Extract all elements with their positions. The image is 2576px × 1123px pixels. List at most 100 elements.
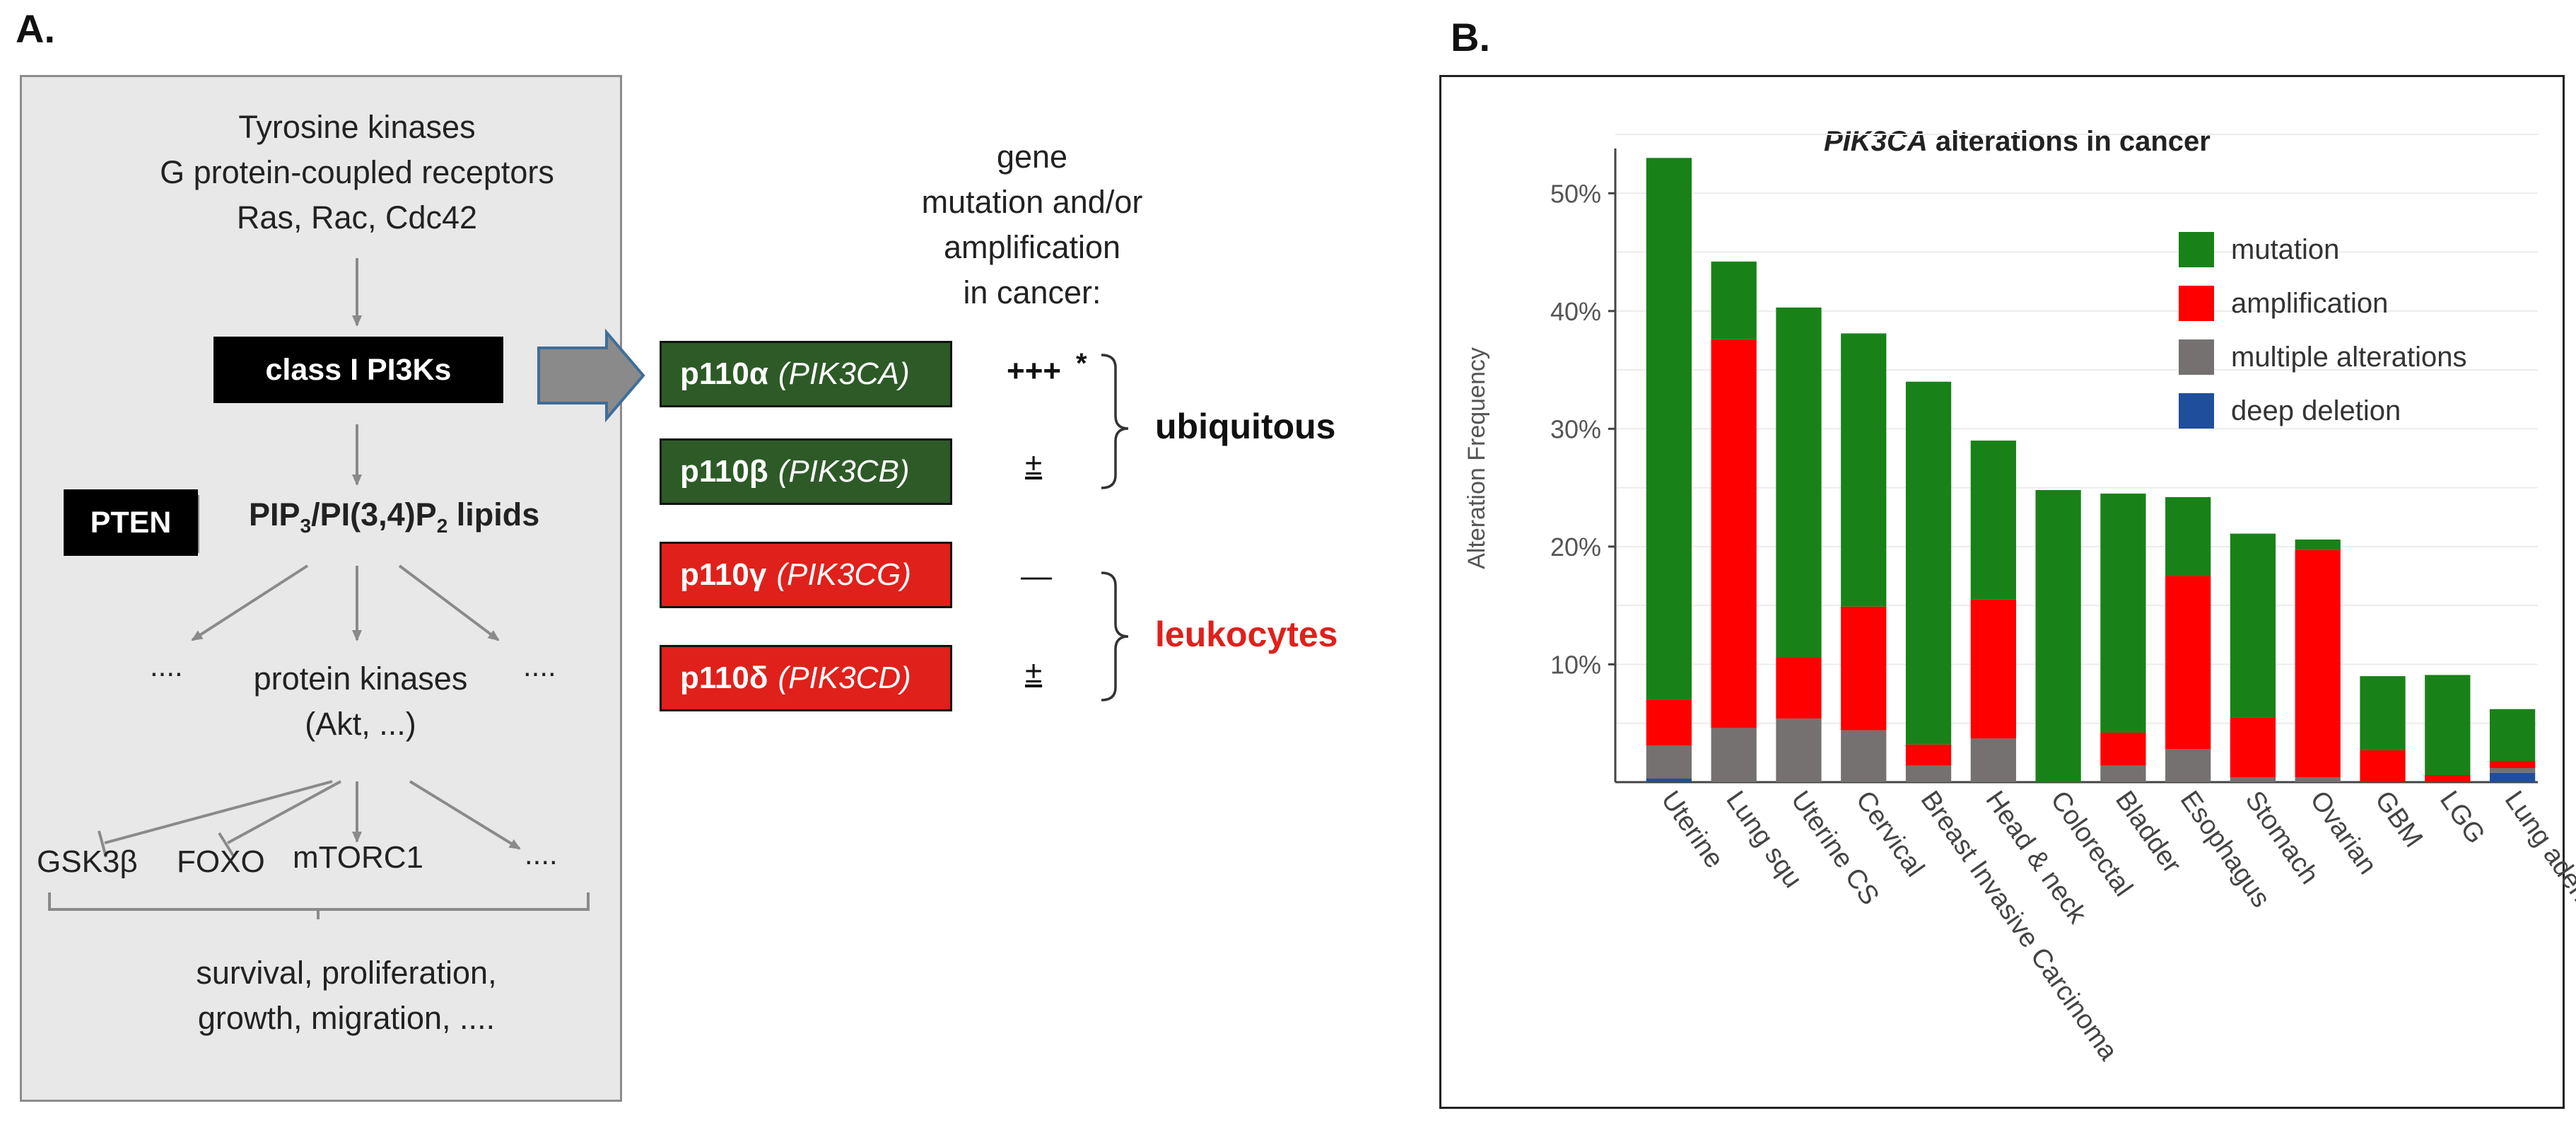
isoform-name: p110γ (680, 557, 767, 592)
outcome-line: growth, migration, .... (197, 1000, 496, 1036)
isoform-gene: (PIK3CG) (776, 557, 912, 592)
pathway-box (20, 75, 622, 1102)
header-line: gene (996, 139, 1068, 175)
bar-amplification (1841, 606, 1887, 731)
y-axis-label: Alteration Frequency (1463, 347, 1490, 569)
lipid-suffix: lipids (447, 496, 540, 533)
level-delta: ± (1025, 655, 1043, 689)
chart-title-rest: alterations in cancer (1927, 126, 2211, 157)
panel-a-label: A. (16, 6, 55, 51)
legend-label: mutation (2231, 234, 2339, 265)
bar-mutation (2100, 493, 2146, 733)
bar-amplification (1776, 657, 1822, 719)
bar-mutation (1841, 333, 1887, 607)
isoform-name: p110β (680, 454, 768, 489)
upstream-inputs: Tyrosine kinases G protein-coupled recep… (71, 105, 643, 240)
y-tick-label: 50% (1550, 179, 1601, 208)
legend-label: deep deletion (2231, 395, 2401, 426)
bar-amplification (1970, 599, 2016, 739)
arrow-more (409, 780, 521, 850)
bar-multiple-alterations (1905, 765, 1952, 782)
x-tick-label: GBM (2369, 786, 2428, 853)
bar-mutation (1646, 158, 1692, 700)
lipid-pip-sub: 3 (300, 515, 312, 537)
kinases-line: protein kinases (253, 661, 468, 697)
y-tick-label: 10% (1550, 650, 1601, 679)
bar-mutation (1776, 307, 1822, 658)
x-tick-label: LGG (2434, 786, 2490, 849)
legend-swatch (2179, 286, 2214, 321)
big-arrow-icon (537, 328, 645, 423)
input-line: Tyrosine kinases (238, 109, 476, 145)
isoform-p110-alpha: p110α (PIK3CA) (660, 341, 952, 407)
bar-amplification (2230, 717, 2276, 778)
arrow-lipids-right (398, 564, 500, 641)
y-tick-label: 20% (1550, 533, 1601, 562)
legend-label: multiple alterations (2231, 342, 2467, 373)
legend-swatch (2179, 393, 2214, 429)
target-more: .... (525, 837, 558, 871)
isoform-p110-delta: p110δ (PIK3CD) (660, 645, 952, 711)
bar-amplification (2360, 750, 2406, 782)
brace-ubiquitous (1101, 354, 1129, 489)
brace-leukocytes (1101, 571, 1129, 702)
legend-swatch (2179, 339, 2214, 375)
inhibit-gsk3b (104, 780, 333, 844)
level-alpha: +++ (1007, 354, 1062, 388)
bar-mutation (2425, 675, 2471, 776)
bar-mutation (2165, 496, 2211, 576)
group-ubiquitous: ubiquitous (1155, 407, 1336, 446)
bar-amplification (1905, 744, 1952, 766)
level-beta: ± (1025, 447, 1043, 482)
y-tick-label: 30% (1550, 414, 1601, 443)
input-line: G protein-coupled receptors (160, 154, 554, 190)
target-gsk3b: GSK3β (37, 844, 138, 879)
bar-mutation (1905, 381, 1952, 745)
legend-label: amplification (2231, 288, 2388, 319)
bar-multiple-alterations (2230, 777, 2276, 782)
bar-multiple-alterations (2100, 765, 2146, 782)
bar-multiple-alterations (1776, 718, 1822, 782)
dots-left: .... (150, 649, 183, 682)
input-line: Ras, Rac, Cdc42 (236, 199, 478, 235)
lipid-pi34p: /PI(3,4)P (311, 496, 437, 533)
isoform-gene: (PIK3CA) (778, 356, 910, 391)
group-leukocytes: leukocytes (1155, 615, 1338, 654)
dots-right: .... (523, 649, 556, 682)
panel-b-label: B. (1451, 15, 1490, 59)
header-line: mutation and/or (921, 184, 1143, 220)
lipid-pip: PIP (249, 496, 300, 533)
header-line: in cancer: (963, 274, 1101, 310)
bar-amplification (2425, 775, 2471, 782)
bar-multiple-alterations (1841, 730, 1887, 782)
target-mtorc1: mTORC1 (293, 840, 423, 875)
bar-multiple-alterations (2489, 768, 2536, 773)
isoform-p110-gamma: p110γ (PIK3CG) (660, 542, 952, 608)
bar-deep-deletion (2489, 772, 2536, 782)
lipid-pi34p-sub: 2 (436, 515, 448, 537)
isoform-name: p110δ (680, 661, 768, 695)
bar-multiple-alterations (1970, 738, 2016, 782)
bar-amplification (2100, 733, 2146, 766)
bar-amplification (1711, 339, 1757, 728)
target-foxo: FOXO (177, 844, 265, 879)
class-i-pi3ks-box: class I PI3Ks (213, 337, 503, 403)
bar-mutation (2230, 533, 2276, 718)
bar-amplification (2165, 576, 2211, 750)
level-gamma: — (1021, 559, 1052, 593)
header-line: amplification (943, 229, 1121, 265)
bar-mutation (2035, 489, 2081, 782)
chart-title: PIK3CA alterations in cancer (1824, 126, 2211, 158)
bar-mutation (2489, 709, 2536, 762)
bar-deep-deletion (1646, 779, 1692, 782)
bar-mutation (2295, 539, 2341, 550)
isoform-gene: (PIK3CD) (778, 661, 911, 695)
inhibit-gsk3b-bar (98, 830, 107, 858)
x-tick-label: Lung adeno (2499, 786, 2576, 919)
isoform-gene: (PIK3CB) (778, 454, 910, 489)
level-alpha-mark: * (1076, 348, 1087, 379)
bar-multiple-alterations (1646, 745, 1692, 779)
bar-mutation (1970, 441, 2016, 600)
